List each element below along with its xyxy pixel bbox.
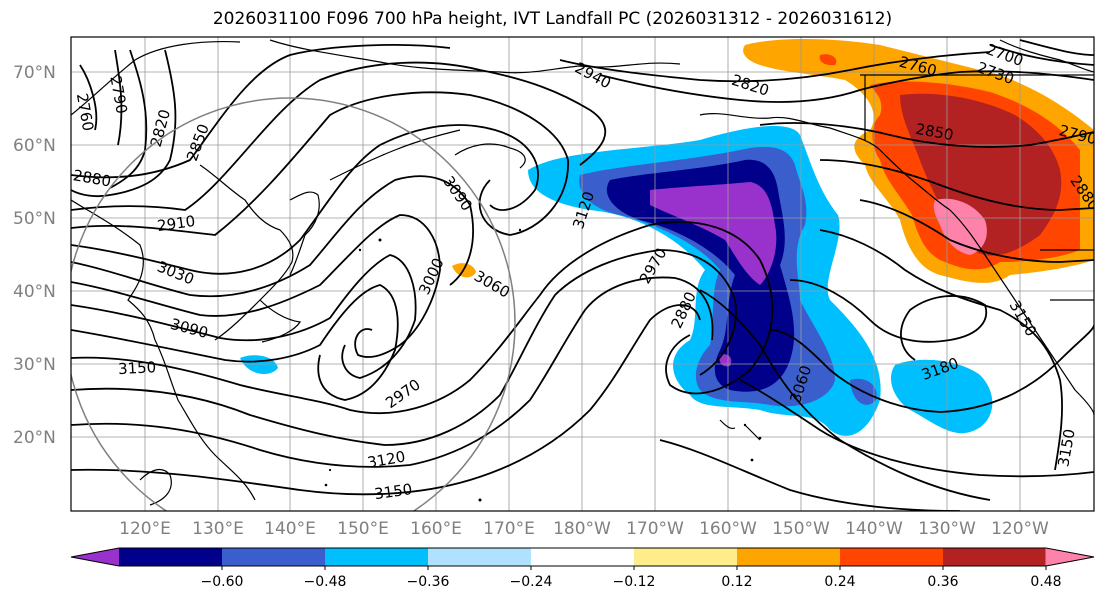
map-frame [70, 36, 1095, 512]
colorbar-swatch [531, 548, 635, 566]
colorbar: −0.60 −0.48 −0.36 −0.24 −0.12 0.12 0.24 0.36 0.4… [70, 547, 1095, 590]
colorbar-tick-label: 0.12 [721, 574, 752, 590]
height-contours [71, 39, 1094, 511]
lon-label: 150°W [772, 519, 830, 539]
small-islands [324, 228, 762, 502]
colorbar-swatch [119, 548, 223, 566]
lon-label: 150°E [337, 519, 389, 539]
contour-label: 3150 [118, 358, 157, 378]
lon-label: 130°W [918, 519, 976, 539]
lon-label: 180°W [553, 519, 611, 539]
coastlines [71, 39, 1094, 506]
lon-label: 140°W [845, 519, 903, 539]
figure-title: 2026031100 F096 700 hPa height, IVT Land… [212, 9, 893, 29]
colorbar-swatch [428, 548, 532, 566]
contour-label: 2910 [156, 212, 196, 235]
colorbar-swatch [737, 548, 841, 566]
lon-label: 160°W [699, 519, 757, 539]
colorbar-tick-label: 0.24 [824, 574, 855, 590]
colorbar-tick-label: −0.24 [510, 574, 553, 590]
longitude-labels: 120°E 130°E 140°E 150°E 160°E 170°E 180°… [119, 519, 1049, 539]
ivt-positive-anomaly [452, 39, 1094, 283]
lon-label: 170°W [626, 519, 684, 539]
lat-label: 50°N [13, 209, 56, 229]
lon-label: 120°E [119, 519, 171, 539]
colorbar-swatch [325, 548, 429, 566]
lon-label: 170°E [483, 519, 535, 539]
lon-label: 120°W [991, 519, 1049, 539]
lat-label: 60°N [13, 136, 56, 156]
lon-label: 130°E [192, 519, 244, 539]
colorbar-swatch [840, 548, 944, 566]
lat-label: 70°N [13, 63, 56, 83]
colorbar-swatch [222, 548, 326, 566]
lat-label: 30°N [13, 355, 56, 375]
lon-label: 140°E [264, 519, 316, 539]
colorbar-tick-label: 0.36 [927, 574, 958, 590]
latitude-labels: 70°N 60°N 50°N 40°N 30°N 20°N [13, 63, 56, 448]
contour-label: 3150 [373, 480, 413, 503]
colorbar-tick-label: −0.48 [304, 574, 347, 590]
lat-label: 40°N [13, 282, 56, 302]
colorbar-outline [70, 547, 1095, 567]
colorbar-extend-high [1045, 548, 1094, 566]
colorbar-tick-label: −0.60 [201, 574, 244, 590]
colorbar-swatch [634, 548, 738, 566]
lon-label: 160°E [410, 519, 462, 539]
colorbar-tick-label: −0.36 [407, 574, 450, 590]
colorbar-tick-label: 0.48 [1030, 574, 1061, 590]
colorbar-tick-label: −0.12 [613, 574, 656, 590]
range-circle [71, 97, 516, 511]
colorbar-extend-low [71, 548, 120, 566]
colorbar-swatch [943, 548, 1047, 566]
lat-label: 20°N [13, 428, 56, 448]
